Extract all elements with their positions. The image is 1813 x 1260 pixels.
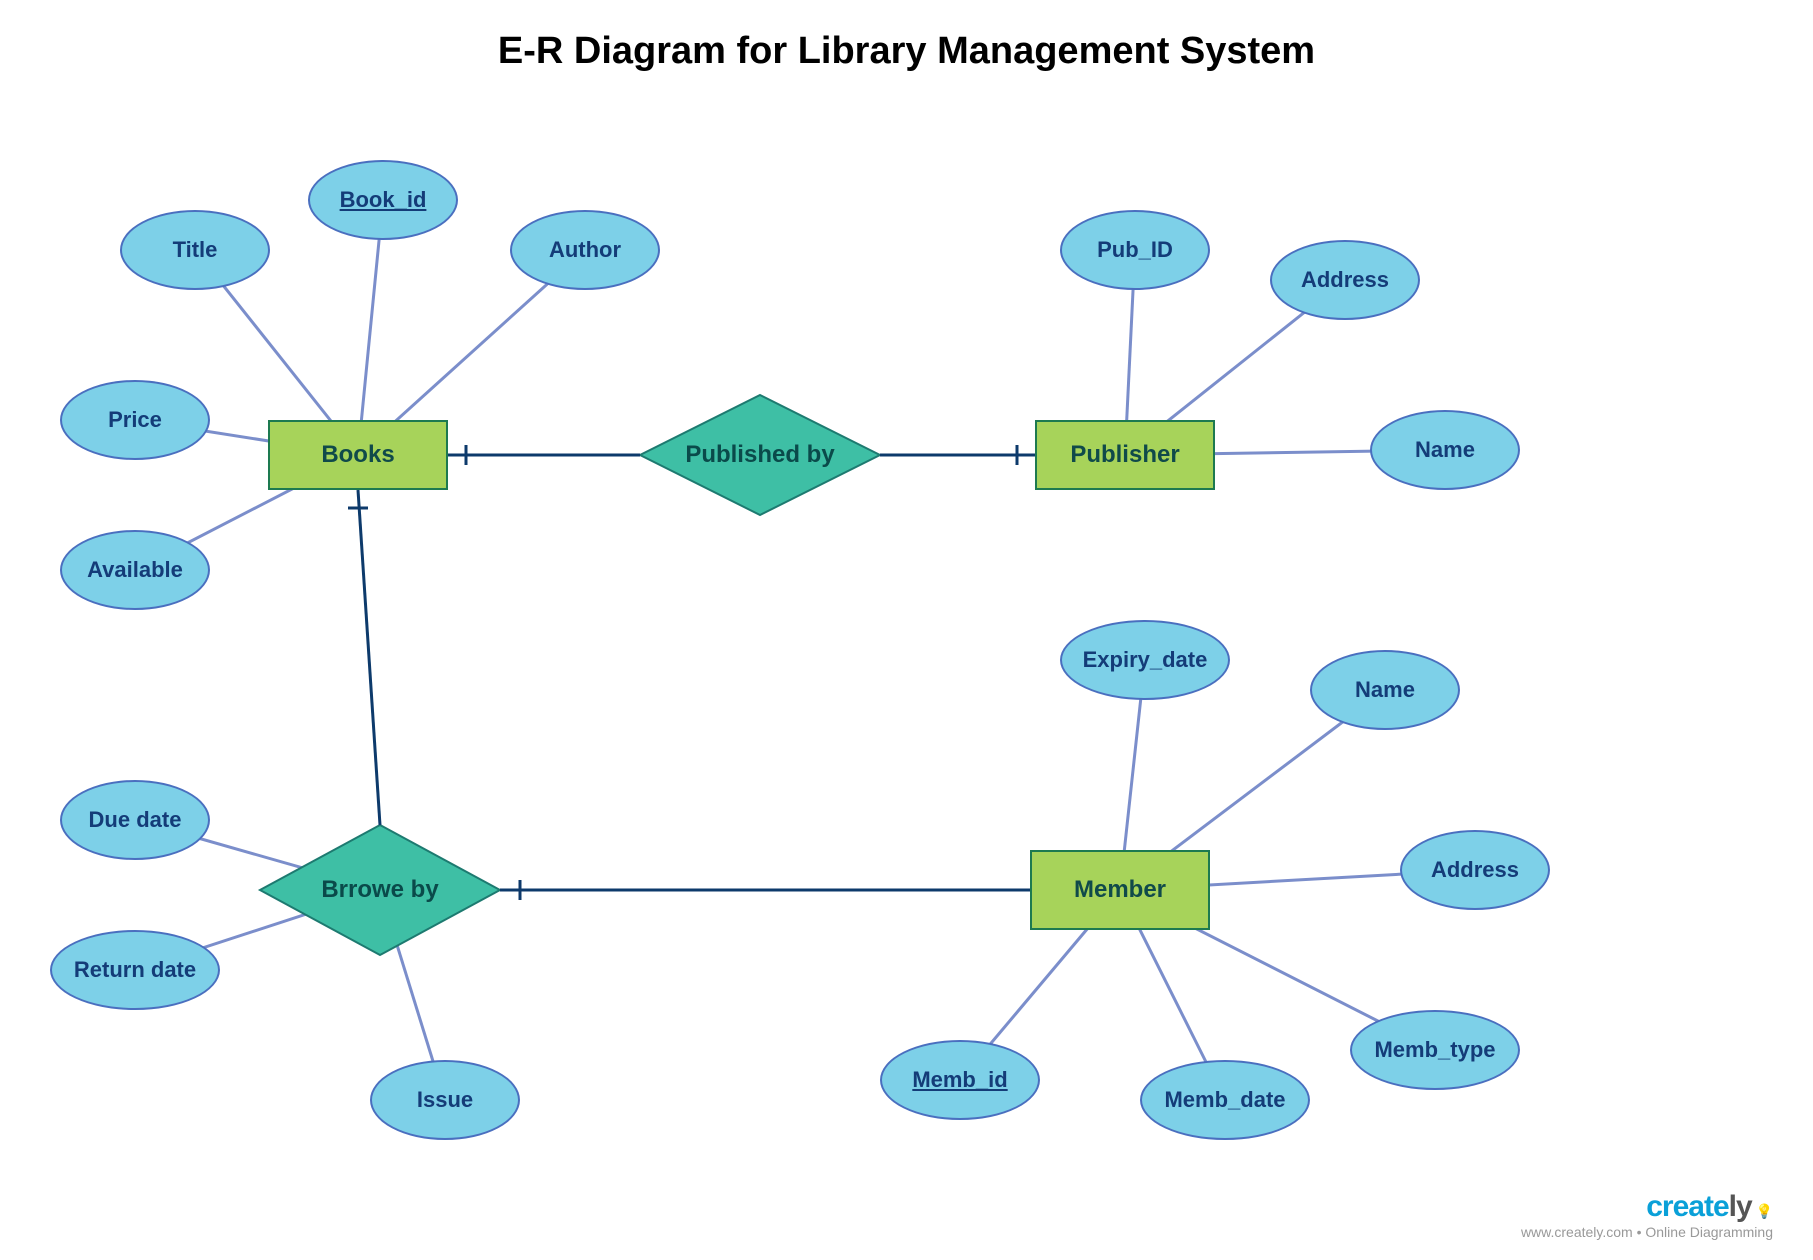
attribute-name: Name <box>1310 650 1460 730</box>
attribute-available: Available <box>60 530 210 610</box>
attribute-price: Price <box>60 380 210 460</box>
entity-publisher: Publisher <box>1035 420 1215 490</box>
attribute-expiry-date: Expiry_date <box>1060 620 1230 700</box>
attribute-title: Title <box>120 210 270 290</box>
entity-books: Books <box>268 420 448 490</box>
attribute-name: Name <box>1370 410 1520 490</box>
attribute-memb-date: Memb_date <box>1140 1060 1310 1140</box>
entity-member: Member <box>1030 850 1210 930</box>
attribute-issue: Issue <box>370 1060 520 1140</box>
relationship-borrow_by: Brrowe by <box>260 825 500 955</box>
attribute-author: Author <box>510 210 660 290</box>
attribute-pub-id: Pub_ID <box>1060 210 1210 290</box>
attribute-address: Address <box>1400 830 1550 910</box>
footer-watermark: creately 💡 www.creately.com • Online Dia… <box>1521 1190 1773 1240</box>
diagram-title: E-R Diagram for Library Management Syste… <box>0 30 1813 73</box>
relationship-published_by: Published by <box>640 395 880 515</box>
attribute-due-date: Due date <box>60 780 210 860</box>
attribute-memb-type: Memb_type <box>1350 1010 1520 1090</box>
attribute-address: Address <box>1270 240 1420 320</box>
attribute-memb-id: Memb_id <box>880 1040 1040 1120</box>
attribute-return-date: Return date <box>50 930 220 1010</box>
attribute-book-id: Book_id <box>308 160 458 240</box>
